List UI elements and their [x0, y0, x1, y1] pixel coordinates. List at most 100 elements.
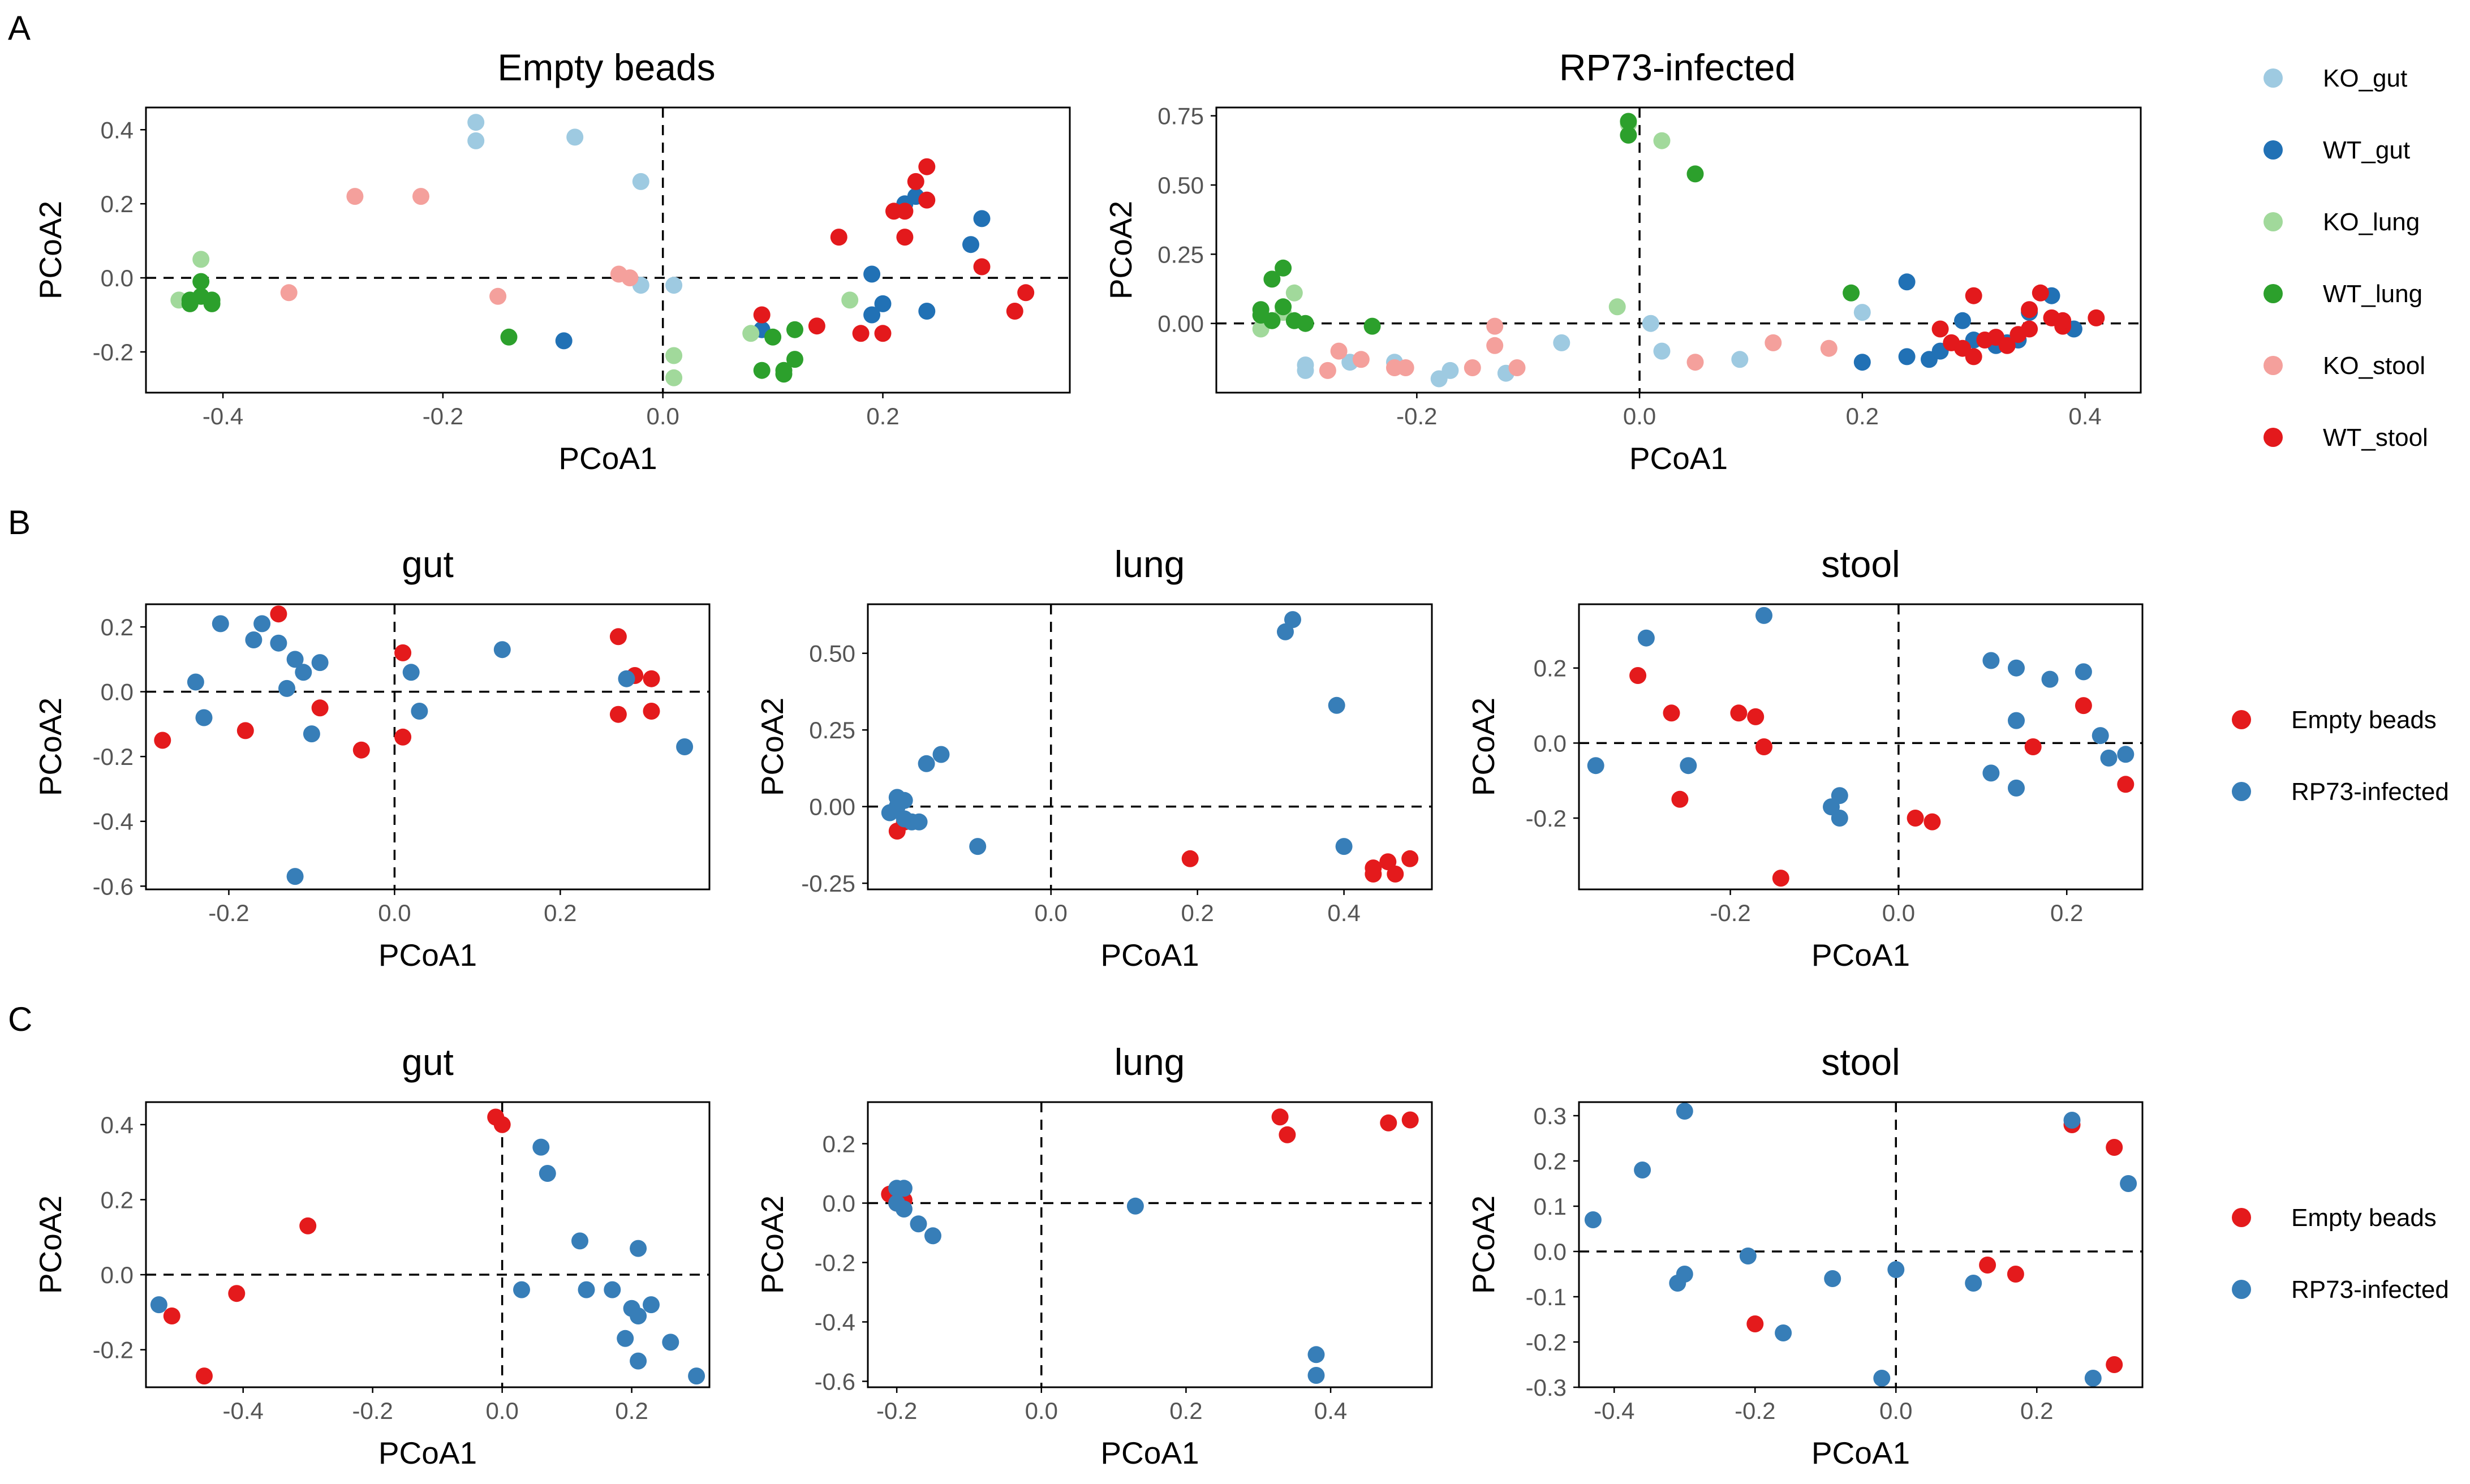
x-tick-label: -0.2	[352, 1397, 393, 1424]
y-tick-label: -0.2	[1526, 805, 1567, 832]
x-tick-label: 0.2	[544, 900, 576, 926]
legends-layer: KO_gut WT_gut KO_lung WT_lung KO_stool WT_sto…	[2232, 64, 2449, 1304]
point-ko-gut	[665, 277, 683, 294]
x-axis-label: PCoA1	[1100, 1435, 1199, 1470]
panel-letter-a: A	[8, 9, 31, 47]
point-empty-beads	[1181, 850, 1199, 867]
y-tick-label: 0.50	[1157, 172, 1204, 199]
point-wt-lung	[1263, 312, 1281, 329]
y-axis-label: PCoA2	[755, 698, 790, 796]
point-ko-stool	[489, 287, 507, 305]
point-rp73-infected	[513, 1281, 530, 1298]
point-rp73-infected	[2063, 1112, 2081, 1129]
x-tick-label: 0.2	[2050, 900, 2083, 926]
point-wt-stool	[1006, 303, 1023, 320]
point-wt-gut	[962, 236, 979, 253]
point-rp73-infected	[1669, 1275, 1686, 1292]
point-empty-beads	[609, 628, 627, 646]
y-tick-label: 0.2	[1534, 655, 1567, 682]
y-tick-label: 0.00	[1157, 311, 1204, 337]
legend-label: Empty beads	[2291, 706, 2437, 734]
plot-frame	[867, 1101, 1433, 1388]
x-tick-label: 0.0	[1882, 900, 1915, 926]
point-rp73-infected	[1831, 787, 1848, 805]
y-axis-label: PCoA2	[33, 698, 68, 796]
point-rp73-infected	[676, 738, 694, 755]
x-tick-label: -0.2	[1710, 900, 1750, 926]
point-ko-lung	[1653, 132, 1671, 149]
point-wt-stool	[1998, 337, 2016, 354]
x-tick-label: -0.2	[876, 1397, 917, 1424]
point-empty-beads	[493, 1116, 511, 1133]
point-wt-stool	[896, 203, 914, 220]
point-rp73-infected	[1584, 1211, 1602, 1228]
point-rp73-infected	[2084, 1370, 2102, 1387]
point-wt-lung	[786, 321, 803, 338]
point-wt-stool	[830, 229, 847, 246]
chart-b2: lung 0.0 0.2 0.4 -0.25 0.00 0.25 0.50 PCoA1 PCoA2	[755, 543, 1433, 973]
point-rp73-infected	[643, 1296, 660, 1314]
point-empty-beads	[643, 670, 660, 687]
point-rp73-infected	[411, 703, 428, 720]
point-ko-stool	[280, 284, 298, 302]
point-rp73-infected	[150, 1296, 167, 1314]
legend-marker	[2264, 140, 2283, 160]
point-wt-gut	[1898, 273, 1916, 291]
point-rp73-infected	[245, 631, 263, 648]
x-tick-label: 0.0	[1025, 1397, 1058, 1424]
point-wt-gut	[874, 295, 892, 312]
point-ko-gut	[566, 128, 584, 146]
point-rp73-infected	[286, 651, 304, 668]
point-wt-gut	[1853, 354, 1871, 371]
y-tick-label: 0.0	[101, 1262, 134, 1288]
y-tick-label: -0.6	[93, 873, 134, 900]
legend-label: Empty beads	[2291, 1204, 2437, 1232]
x-axis-label: PCoA1	[1100, 937, 1199, 973]
point-empty-beads	[154, 732, 171, 749]
y-tick-label: -0.3	[1526, 1374, 1567, 1401]
y-tick-label: -0.2	[815, 1250, 855, 1276]
x-axis-label: PCoA1	[378, 1435, 477, 1470]
point-rp73-infected	[630, 1352, 647, 1370]
point-ko-gut	[1642, 315, 1659, 332]
point-ko-stool	[412, 188, 429, 205]
point-rp73-infected	[1775, 1324, 1792, 1341]
point-rp73-infected	[918, 755, 935, 772]
point-wt-lung	[1275, 259, 1292, 277]
point-rp73-infected	[1739, 1248, 1757, 1264]
x-tick-label: 0.4	[1314, 1397, 1347, 1424]
chart-title: stool	[1821, 543, 1900, 585]
chart-title: Empty beads	[497, 46, 715, 88]
y-tick-label: 0.25	[1157, 241, 1204, 268]
point-wt-lung	[1620, 126, 1637, 144]
point-rp73-infected	[1824, 1270, 1841, 1287]
legend-label: WT_gut	[2323, 136, 2410, 164]
point-empty-beads	[1401, 850, 1419, 867]
y-tick-label: -0.6	[815, 1369, 855, 1395]
point-empty-beads	[1671, 790, 1689, 808]
legend-label: KO_stool	[2323, 352, 2425, 380]
legend-label: RP73-infected	[2291, 1276, 2449, 1304]
point-rp73-infected	[662, 1334, 679, 1351]
x-axis-label: PCoA1	[1811, 1435, 1910, 1470]
plot-frame	[145, 603, 711, 891]
point-empty-beads	[1907, 810, 1924, 827]
chart-title: stool	[1821, 1041, 1900, 1083]
y-tick-label: -0.25	[801, 870, 855, 897]
point-rp73-infected	[402, 664, 420, 681]
point-rp73-infected	[910, 1215, 927, 1233]
point-empty-beads	[1755, 738, 1772, 755]
chart-title: lung	[1114, 1041, 1185, 1083]
point-rp73-infected	[1676, 1103, 1693, 1120]
point-rp73-infected	[295, 664, 312, 681]
point-ko-gut	[1553, 334, 1570, 351]
point-ko-gut	[1297, 362, 1314, 379]
point-ko-gut	[467, 132, 485, 149]
x-tick-label: 0.0	[1035, 900, 1068, 926]
point-wt-stool	[2021, 320, 2038, 338]
point-wt-stool	[2088, 309, 2105, 326]
point-ko-stool	[1486, 317, 1504, 335]
point-rp73-infected	[932, 746, 950, 763]
point-rp73-infected	[270, 634, 287, 652]
